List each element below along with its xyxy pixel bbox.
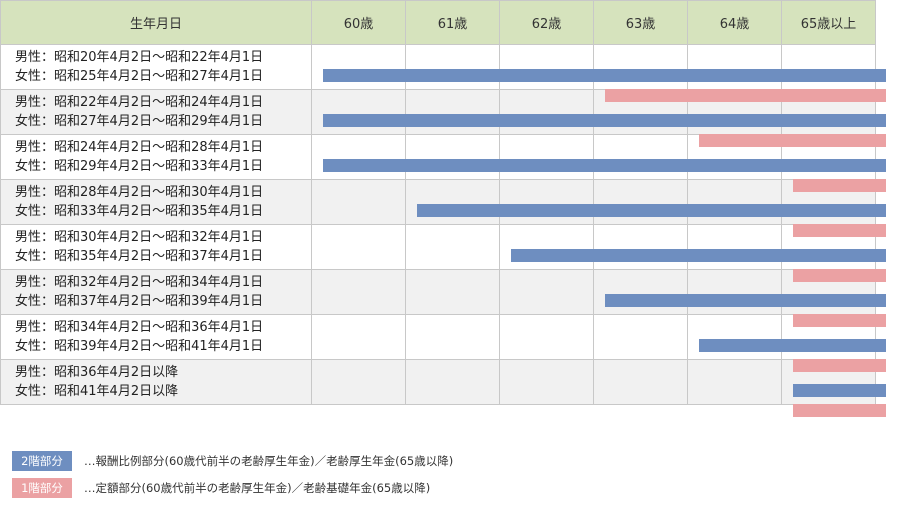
legend-tier2-box: 2階部分	[12, 451, 72, 471]
male-birthdate-range: 男性：昭和28年4月2日～昭和30年4月1日	[15, 185, 264, 200]
female-birthdate-range: 女性：昭和41年4月2日以降	[15, 384, 179, 399]
age-cell	[499, 179, 594, 225]
header-age-62: 62歳	[499, 0, 594, 45]
header-age-60: 60歳	[311, 0, 406, 45]
legend-tier1: 1階部分 …定額部分(60歳代前半の老齢厚生年金)／老齢基礎年金(65歳以降)	[12, 478, 430, 498]
female-birthdate-range: 女性：昭和35年4月2日～昭和37年4月1日	[15, 249, 264, 264]
age-cell	[781, 44, 876, 90]
age-cell	[687, 44, 782, 90]
age-cell	[499, 89, 594, 135]
female-birthdate-range: 女性：昭和25年4月2日～昭和27年4月1日	[15, 69, 264, 84]
schedule-grid: 生年月日 60歳 61歳 62歳 63歳 64歳 65歳以上 男性：昭和20年4…	[0, 0, 876, 405]
table-row: 男性：昭和20年4月2日～昭和22年4月1日 女性：昭和25年4月2日～昭和27年…	[0, 44, 876, 90]
age-cell	[499, 269, 594, 315]
age-cell	[687, 359, 782, 405]
age-cell	[499, 314, 594, 360]
age-cell	[593, 269, 688, 315]
header-row: 生年月日 60歳 61歳 62歳 63歳 64歳 65歳以上	[0, 0, 876, 45]
age-cell	[781, 179, 876, 225]
age-cell	[687, 224, 782, 270]
age-cell	[781, 314, 876, 360]
female-birthdate-range: 女性：昭和29年4月2日～昭和33年4月1日	[15, 159, 264, 174]
age-cell	[781, 359, 876, 405]
male-birthdate-range: 男性：昭和34年4月2日～昭和36年4月1日	[15, 320, 264, 335]
female-birthdate-range: 女性：昭和27年4月2日～昭和29年4月1日	[15, 114, 264, 129]
birthdate-cell: 男性：昭和36年4月2日以降 女性：昭和41年4月2日以降	[0, 359, 312, 405]
age-cell	[405, 44, 500, 90]
legend-tier1-desc: …定額部分(60歳代前半の老齢厚生年金)／老齢基礎年金(65歳以降)	[84, 481, 431, 495]
birthdate-cell: 男性：昭和34年4月2日～昭和36年4月1日 女性：昭和39年4月2日～昭和41年…	[0, 314, 312, 360]
age-cell	[311, 269, 406, 315]
male-birthdate-range: 男性：昭和30年4月2日～昭和32年4月1日	[15, 230, 264, 245]
age-cell	[593, 359, 688, 405]
age-cell	[405, 89, 500, 135]
age-cell	[311, 179, 406, 225]
age-cell	[781, 89, 876, 135]
age-cell	[405, 314, 500, 360]
header-age-65-plus: 65歳以上	[781, 0, 876, 45]
birthdate-cell: 男性：昭和32年4月2日～昭和34年4月1日 女性：昭和37年4月2日～昭和39年…	[0, 269, 312, 315]
age-cell	[405, 179, 500, 225]
table-row: 男性：昭和28年4月2日～昭和30年4月1日 女性：昭和33年4月2日～昭和35年…	[0, 179, 876, 225]
female-birthdate-range: 女性：昭和37年4月2日～昭和39年4月1日	[15, 294, 264, 309]
header-age-63: 63歳	[593, 0, 688, 45]
female-birthdate-range: 女性：昭和39年4月2日～昭和41年4月1日	[15, 339, 264, 354]
age-cell	[405, 269, 500, 315]
header-age-61: 61歳	[405, 0, 500, 45]
age-cell	[593, 179, 688, 225]
legend-tier1-box: 1階部分	[12, 478, 72, 498]
male-birthdate-range: 男性：昭和22年4月2日～昭和24年4月1日	[15, 95, 264, 110]
age-cell	[311, 314, 406, 360]
birthdate-cell: 男性：昭和24年4月2日～昭和28年4月1日 女性：昭和29年4月2日～昭和33年…	[0, 134, 312, 180]
table-row: 男性：昭和36年4月2日以降 女性：昭和41年4月2日以降	[0, 359, 876, 405]
male-birthdate-range: 男性：昭和32年4月2日～昭和34年4月1日	[15, 275, 264, 290]
age-cell	[593, 134, 688, 180]
age-cell	[781, 134, 876, 180]
birthdate-cell: 男性：昭和28年4月2日～昭和30年4月1日 女性：昭和33年4月2日～昭和35年…	[0, 179, 312, 225]
male-birthdate-range: 男性：昭和24年4月2日～昭和28年4月1日	[15, 140, 264, 155]
age-cell	[687, 179, 782, 225]
birthdate-cell: 男性：昭和20年4月2日～昭和22年4月1日 女性：昭和25年4月2日～昭和27年…	[0, 44, 312, 90]
legend-tier2-desc: …報酬比例部分(60歳代前半の老齢厚生年金)／老齢厚生年金(65歳以降)	[84, 454, 454, 468]
age-cell	[781, 224, 876, 270]
age-cell	[781, 269, 876, 315]
age-cell	[405, 359, 500, 405]
table-row: 男性：昭和32年4月2日～昭和34年4月1日 女性：昭和37年4月2日～昭和39年…	[0, 269, 876, 315]
age-cell	[593, 314, 688, 360]
header-birthdate: 生年月日	[0, 0, 312, 45]
legend-tier2: 2階部分 …報酬比例部分(60歳代前半の老齢厚生年金)／老齢厚生年金(65歳以降…	[12, 451, 453, 471]
age-cell	[311, 89, 406, 135]
table-row: 男性：昭和30年4月2日～昭和32年4月1日 女性：昭和35年4月2日～昭和37年…	[0, 224, 876, 270]
age-cell	[687, 89, 782, 135]
age-cell	[311, 134, 406, 180]
pension-schedule-table: 生年月日 60歳 61歳 62歳 63歳 64歳 65歳以上 男性：昭和20年4…	[0, 0, 876, 405]
age-cell	[499, 224, 594, 270]
age-cell	[593, 89, 688, 135]
age-cell	[687, 314, 782, 360]
table-row: 男性：昭和34年4月2日～昭和36年4月1日 女性：昭和39年4月2日～昭和41年…	[0, 314, 876, 360]
age-cell	[311, 224, 406, 270]
age-cell	[499, 359, 594, 405]
header-age-64: 64歳	[687, 0, 782, 45]
table-row: 男性：昭和22年4月2日～昭和24年4月1日 女性：昭和27年4月2日～昭和29年…	[0, 89, 876, 135]
age-cell	[687, 269, 782, 315]
age-cell	[311, 44, 406, 90]
male-birthdate-range: 男性：昭和36年4月2日以降	[15, 365, 179, 380]
age-cell	[593, 224, 688, 270]
birthdate-cell: 男性：昭和30年4月2日～昭和32年4月1日 女性：昭和35年4月2日～昭和37年…	[0, 224, 312, 270]
age-cell	[499, 44, 594, 90]
age-cell	[499, 134, 594, 180]
female-birthdate-range: 女性：昭和33年4月2日～昭和35年4月1日	[15, 204, 264, 219]
birthdate-cell: 男性：昭和22年4月2日～昭和24年4月1日 女性：昭和27年4月2日～昭和29年…	[0, 89, 312, 135]
table-row: 男性：昭和24年4月2日～昭和28年4月1日 女性：昭和29年4月2日～昭和33年…	[0, 134, 876, 180]
age-cell	[405, 224, 500, 270]
tier1-bar	[793, 404, 886, 417]
age-cell	[311, 359, 406, 405]
age-cell	[593, 44, 688, 90]
male-birthdate-range: 男性：昭和20年4月2日～昭和22年4月1日	[15, 50, 264, 65]
age-cell	[687, 134, 782, 180]
age-cell	[405, 134, 500, 180]
